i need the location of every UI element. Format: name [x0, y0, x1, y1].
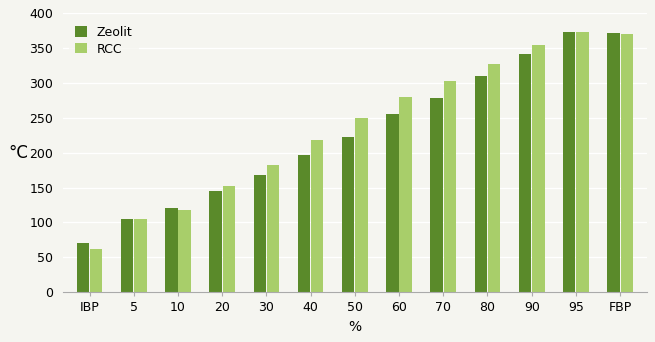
- Bar: [90, 249, 102, 292]
- Bar: [532, 45, 544, 292]
- Bar: [165, 209, 178, 292]
- Bar: [576, 32, 589, 292]
- Bar: [267, 165, 279, 292]
- Bar: [386, 114, 399, 292]
- Bar: [342, 137, 354, 292]
- Bar: [121, 219, 133, 292]
- Bar: [355, 118, 367, 292]
- Y-axis label: °C: °C: [9, 144, 28, 162]
- Bar: [488, 64, 500, 292]
- Bar: [298, 155, 310, 292]
- Legend: Zeolit, RCC: Zeolit, RCC: [69, 19, 139, 62]
- Bar: [223, 186, 235, 292]
- Bar: [134, 219, 147, 292]
- Bar: [620, 34, 633, 292]
- Bar: [519, 54, 531, 292]
- Bar: [311, 140, 324, 292]
- Bar: [210, 191, 222, 292]
- Bar: [607, 33, 620, 292]
- Bar: [178, 210, 191, 292]
- Bar: [77, 243, 89, 292]
- X-axis label: %: %: [348, 320, 362, 334]
- Bar: [253, 175, 266, 292]
- Bar: [400, 97, 412, 292]
- Bar: [430, 98, 443, 292]
- Bar: [563, 32, 576, 292]
- Bar: [443, 81, 456, 292]
- Bar: [475, 76, 487, 292]
